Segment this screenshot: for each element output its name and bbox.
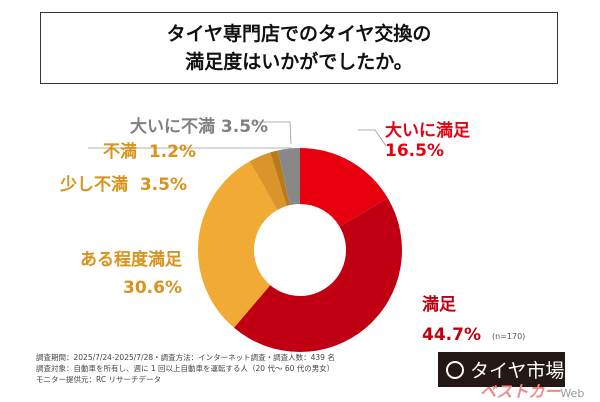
label-dissatisfied: 不満 1.2% [103,142,196,162]
label-slightly-dissatisfied: 少し不満 3.5% [60,175,187,195]
slice-3 [249,152,287,210]
title-line-2: 満足度はいかがでしたか。 [185,51,413,73]
watermark: ベストカーWeb [480,382,585,401]
sample-size: (n=170) [492,332,526,341]
title-line-1: タイヤ専門店でのタイヤ交換の [166,23,432,45]
slice-2 [198,161,278,328]
logo-text: タイヤ市場 [470,360,565,382]
slice-4 [270,150,290,206]
title-box: タイヤ専門店でのタイヤ交換の 満足度はいかがでしたか。 [40,12,558,84]
label-very-dissatisfied: 大いに不満 3.5% [130,117,269,137]
footnote-line: モニター提供元：RC リサーチデータ [36,375,161,384]
label-satisfied: 満足 44.7% [422,295,481,345]
footnote-line: 調査期間：2025/7/24-2025/7/28・調査方法：インターネット調査・… [36,353,335,362]
logo: タイヤ市場 [438,352,565,387]
footnote-line: 調査対象：自動車を所有し、週に 1 回以上自動車を運転する人（20 代～ 60 … [36,364,335,373]
slice-1 [234,198,403,353]
slice-5 [277,148,300,206]
slice-0 [300,148,388,227]
tire-icon [446,360,464,379]
leader-line [358,129,387,147]
survey-footnote: 調査期間：2025/7/24-2025/7/28・調査方法：インターネット調査・… [36,352,335,385]
label-somewhat-satisfied: ある程度満足 30.6% [80,250,182,298]
leader-line [254,121,292,145]
label-very-satisfied: 大いに満足 16.5% [385,121,470,161]
